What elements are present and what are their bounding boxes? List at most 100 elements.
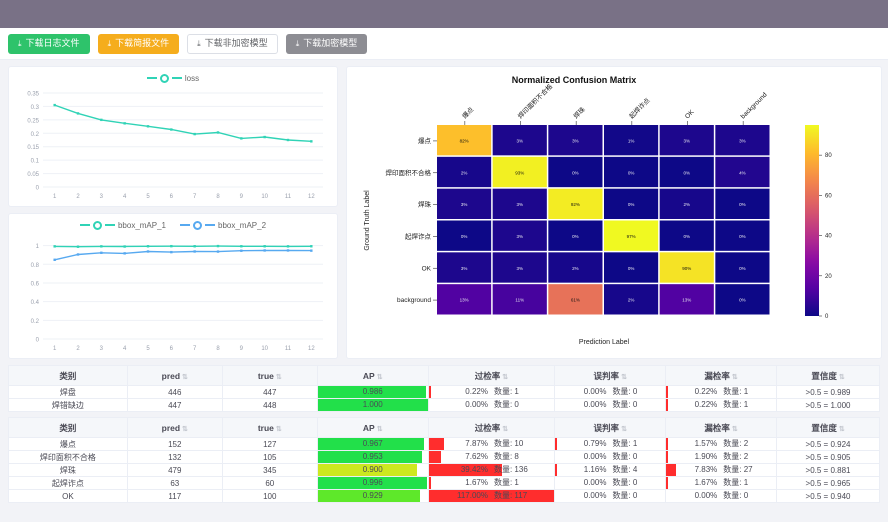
sort-icon[interactable]: ⇅ — [376, 425, 383, 433]
sort-icon[interactable]: ⇅ — [731, 373, 738, 381]
column-header-3[interactable]: AP ⇅ — [316, 365, 429, 386]
download-encrypted-model-label: 下载加密模型 — [303, 38, 358, 48]
column-header-label: pred — [161, 370, 181, 381]
svg-text:1: 1 — [36, 244, 40, 250]
sort-icon[interactable]: ⇅ — [621, 425, 627, 433]
over-detection-cell-count: 数量: 1 — [493, 387, 519, 396]
svg-text:11%: 11% — [515, 298, 524, 303]
column-header-label: 过检率 — [474, 370, 501, 381]
svg-text:7: 7 — [193, 194, 197, 200]
svg-text:2%: 2% — [572, 266, 579, 271]
svg-text:5: 5 — [146, 194, 150, 200]
ap-cell: 1.000 — [316, 398, 429, 412]
table-row[interactable]: 起焊诈点 63 60 0.996 1.67% 数量: 1 0.00% 数量: 0 1.67% 数量… — [8, 476, 880, 490]
sort-icon[interactable]: ⇅ — [182, 425, 188, 433]
download-icon: ⤓ — [197, 38, 201, 48]
column-header-3[interactable]: AP ⇅ — [316, 417, 429, 438]
svg-text:4: 4 — [123, 194, 127, 200]
download-icon: ⤓ — [295, 38, 300, 48]
svg-text:8: 8 — [216, 346, 220, 352]
svg-text:9: 9 — [240, 346, 244, 352]
svg-text:8: 8 — [216, 194, 220, 200]
misjudgement-cell-percent: 0.79% — [583, 439, 607, 448]
over-detection-cell-bar — [429, 464, 502, 476]
misjudgement-cell-percent: 0.00% — [583, 400, 607, 409]
misjudgement-cell: 0.00% 数量: 0 — [554, 398, 667, 412]
table-row[interactable]: 焊珠 479 345 0.900 39.42% 数量: 136 1.16% 数量: 4 7.83… — [8, 463, 880, 477]
column-header-7[interactable]: 置信度 ⇅ — [776, 417, 880, 438]
column-header-4[interactable]: 过检率 ⇅ — [427, 365, 556, 386]
confidence-cell: >0.5 = 0.940 — [776, 489, 880, 503]
svg-text:0.6: 0.6 — [31, 281, 40, 287]
column-header-5[interactable]: 误判率 ⇅ — [554, 365, 667, 386]
column-header-6[interactable]: 漏检率 ⇅ — [665, 417, 778, 438]
svg-text:9: 9 — [240, 194, 244, 200]
legend-item-bbox-map-2[interactable]: bbox_mAP_2 — [180, 220, 266, 230]
over-detection-cell-bar — [429, 386, 432, 398]
table-body: 爆点 152 127 0.967 7.87% 数量: 10 0.79% 数量: 1 1.57% 数… — [8, 437, 880, 503]
sort-icon[interactable]: ⇅ — [838, 373, 845, 381]
missed-detection-cell-count: 数量: 2 — [723, 452, 749, 461]
column-header-5[interactable]: 误判率 ⇅ — [554, 417, 667, 438]
sort-icon[interactable]: ⇅ — [621, 373, 627, 381]
svg-text:background: background — [740, 91, 769, 120]
ap-bar — [318, 386, 427, 398]
legend-item-loss[interactable]: loss — [146, 73, 200, 83]
svg-text:1: 1 — [53, 346, 57, 352]
table-row[interactable]: 焊盘 446 447 0.986 0.22% 数量: 1 0.00% 数量: 0 0.22% 数量… — [8, 385, 880, 399]
svg-text:0%: 0% — [739, 234, 746, 239]
table-row[interactable]: 爆点 152 127 0.967 7.87% 数量: 10 0.79% 数量: 1 1.57% 数… — [8, 437, 880, 451]
legend-label-loss: loss — [184, 73, 200, 83]
sort-icon[interactable]: ⇅ — [502, 425, 509, 433]
missed-detection-cell-percent: 1.67% — [694, 478, 718, 487]
over-detection-cell-bar — [429, 451, 442, 463]
missed-detection-cell-bar — [666, 438, 669, 450]
column-header-2[interactable]: true ⇅ — [221, 365, 318, 386]
legend-item-bbox-map-1[interactable]: bbox_mAP_1 — [79, 220, 166, 230]
table-row[interactable]: OK 117 100 0.929 117.00% 数量: 117 0.00% 数量: 0 0.0… — [8, 489, 880, 503]
ap-cell: 0.953 — [316, 450, 429, 464]
download-encrypted-model-button[interactable]: ⤓ 下载加密模型 — [285, 33, 368, 54]
column-header-1[interactable]: pred ⇅ — [126, 365, 223, 386]
svg-text:3: 3 — [100, 194, 104, 200]
svg-text:82%: 82% — [460, 138, 469, 143]
table-row[interactable]: 焊印面积不合格 132 105 0.953 7.62% 数量: 8 0.00% 数量: 0 1.… — [8, 450, 880, 464]
download-unencrypted-model-button[interactable]: ⤓ 下载非加密模型 — [187, 33, 278, 54]
column-header-4[interactable]: 过检率 ⇅ — [427, 417, 556, 438]
svg-text:0.35: 0.35 — [27, 92, 39, 98]
legend-label-bbox-map-1: bbox_mAP_1 — [117, 220, 166, 230]
ap-value: 0.986 — [362, 387, 383, 396]
misjudgement-cell-percent: 0.00% — [583, 491, 607, 500]
svg-text:0.15: 0.15 — [27, 145, 39, 151]
table-row[interactable]: 焊错缺边 447 448 1.000 0.00% 数量: 0 0.00% 数量: 0 0.22%… — [8, 398, 880, 412]
sort-icon[interactable]: ⇅ — [182, 373, 188, 381]
column-header-1[interactable]: pred ⇅ — [126, 417, 223, 438]
sort-icon[interactable]: ⇅ — [275, 373, 282, 381]
confidence-cell: >0.5 = 0.881 — [776, 463, 880, 477]
misjudgement-cell-count: 数量: 0 — [612, 387, 638, 396]
missed-detection-cell-count: 数量: 1 — [723, 400, 749, 409]
misjudgement-cell-percent: 0.00% — [583, 452, 607, 461]
download-report-button[interactable]: ⤓ 下载简报文件 — [97, 33, 180, 54]
ap-cell: 0.996 — [316, 476, 429, 490]
column-header-2[interactable]: true ⇅ — [221, 417, 318, 438]
sort-icon[interactable]: ⇅ — [376, 373, 383, 381]
true-cell: 345 — [221, 463, 318, 477]
column-header-7[interactable]: 置信度 ⇅ — [776, 365, 880, 386]
sort-icon[interactable]: ⇅ — [838, 425, 845, 433]
download-log-button[interactable]: ⤓ 下载日志文件 — [8, 33, 90, 54]
svg-text:3%: 3% — [739, 138, 746, 143]
ap-bar — [318, 464, 417, 476]
svg-text:5: 5 — [146, 346, 150, 352]
over-detection-cell-count: 数量: 10 — [493, 439, 524, 448]
sort-icon[interactable]: ⇅ — [502, 373, 509, 381]
misjudgement-cell-count: 数量: 4 — [612, 465, 638, 474]
category-cell: 焊印面积不合格 — [8, 450, 128, 464]
svg-text:13%: 13% — [460, 298, 469, 303]
missed-detection-cell-bar — [666, 451, 669, 463]
sort-icon[interactable]: ⇅ — [731, 425, 738, 433]
missed-detection-cell-percent: 1.57% — [694, 439, 718, 448]
missed-detection-cell: 1.57% 数量: 2 — [665, 437, 778, 451]
column-header-6[interactable]: 漏检率 ⇅ — [665, 365, 778, 386]
sort-icon[interactable]: ⇅ — [275, 425, 282, 433]
